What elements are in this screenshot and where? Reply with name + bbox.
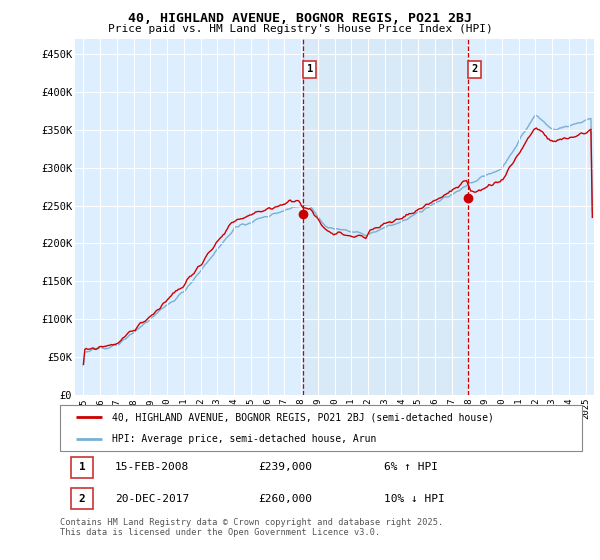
Text: 40, HIGHLAND AVENUE, BOGNOR REGIS, PO21 2BJ: 40, HIGHLAND AVENUE, BOGNOR REGIS, PO21 … <box>128 12 472 25</box>
Text: 2: 2 <box>472 64 478 74</box>
Text: HPI: Average price, semi-detached house, Arun: HPI: Average price, semi-detached house,… <box>112 435 377 444</box>
Text: 40, HIGHLAND AVENUE, BOGNOR REGIS, PO21 2BJ (semi-detached house): 40, HIGHLAND AVENUE, BOGNOR REGIS, PO21 … <box>112 412 494 422</box>
FancyBboxPatch shape <box>71 488 93 510</box>
Text: £260,000: £260,000 <box>259 494 313 504</box>
Bar <box>303 39 468 395</box>
Text: 1: 1 <box>307 64 313 74</box>
Text: £239,000: £239,000 <box>259 462 313 472</box>
Text: 6% ↑ HPI: 6% ↑ HPI <box>383 462 437 472</box>
Text: Contains HM Land Registry data © Crown copyright and database right 2025.
This d: Contains HM Land Registry data © Crown c… <box>60 518 443 538</box>
Text: Price paid vs. HM Land Registry's House Price Index (HPI): Price paid vs. HM Land Registry's House … <box>107 24 493 34</box>
FancyBboxPatch shape <box>71 456 93 478</box>
Text: 1: 1 <box>79 462 85 472</box>
Text: 15-FEB-2008: 15-FEB-2008 <box>115 462 189 472</box>
Text: 20-DEC-2017: 20-DEC-2017 <box>115 494 189 504</box>
Text: 10% ↓ HPI: 10% ↓ HPI <box>383 494 445 504</box>
FancyBboxPatch shape <box>60 405 582 451</box>
Text: 2: 2 <box>79 494 85 504</box>
